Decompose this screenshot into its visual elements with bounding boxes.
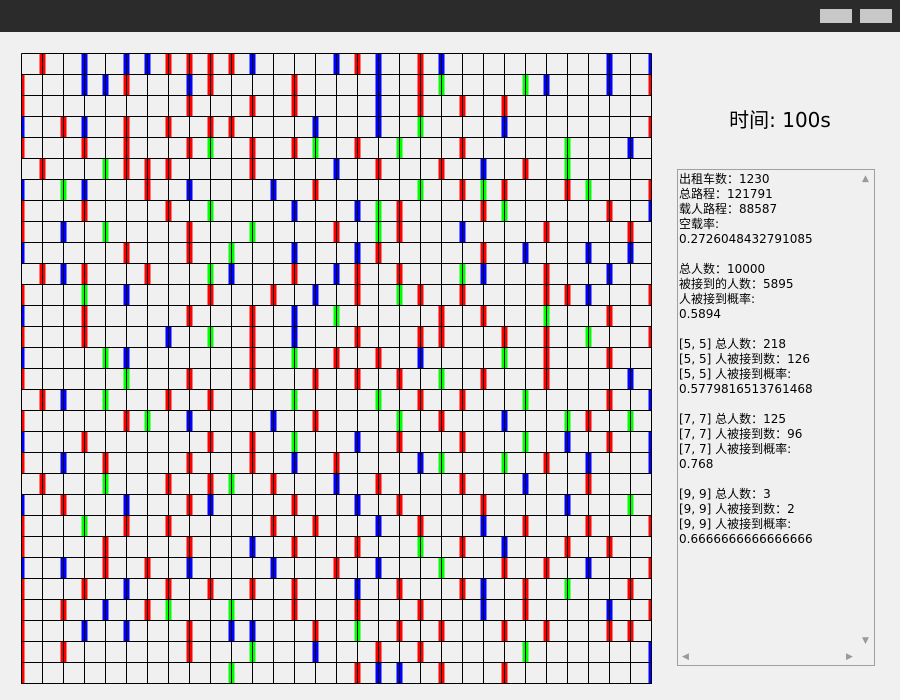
stats-textbox[interactable]: 出租车数：1230 总路程：121791 载人路程：88587 空载率: 0.27260…	[677, 169, 875, 666]
stats-line: 0.6666666666666666	[679, 532, 813, 546]
taxi-mark	[21, 620, 25, 642]
scroll-left-icon[interactable]: ◀	[682, 652, 689, 662]
stats-line: 出租车数：1230	[679, 172, 770, 186]
stats-line	[679, 397, 857, 412]
stats-line: [9, 9] 总人数：3	[679, 487, 771, 501]
taxi-mark	[21, 557, 25, 579]
stats-line: 0.768	[679, 457, 714, 471]
taxi-mark	[648, 284, 652, 306]
taxi-mark	[21, 347, 25, 369]
city-grid	[21, 53, 652, 684]
taxi-mark	[648, 74, 652, 96]
taxi-mark	[21, 515, 25, 537]
taxi-mark	[21, 452, 25, 474]
taxi-mark	[21, 326, 25, 348]
taxi-mark	[21, 410, 25, 432]
stats-line: [9, 9] 人被接到数：2	[679, 502, 795, 516]
title-bar	[0, 0, 900, 32]
taxi-mark	[648, 452, 652, 474]
stats-line: [5, 5] 人被接到数：126	[679, 352, 810, 366]
horizontal-scrollbar[interactable]: ◀ ▶	[678, 648, 858, 665]
stats-line	[679, 472, 857, 487]
stats-line: [7, 7] 人被接到数：96	[679, 427, 803, 441]
taxi-mark	[21, 641, 25, 663]
stats-content: 出租车数：1230 总路程：121791 载人路程：88587 空载率: 0.27260…	[679, 172, 857, 547]
stats-line	[679, 322, 857, 337]
taxi-mark	[21, 599, 25, 621]
vertical-scrollbar[interactable]: ▲ ▼	[857, 170, 874, 650]
taxi-mark	[648, 200, 652, 222]
taxi-mark	[648, 431, 652, 453]
stats-line: 总人数：10000	[679, 262, 766, 276]
scroll-right-icon[interactable]: ▶	[846, 652, 853, 662]
taxi-mark	[21, 95, 25, 117]
taxi-mark	[21, 116, 25, 138]
taxi-mark	[21, 221, 25, 243]
taxi-mark	[21, 536, 25, 558]
stats-line: 0.5779816513761468	[679, 382, 813, 396]
stats-line: 0.2726048432791085	[679, 232, 813, 246]
stats-line: 0.5894	[679, 307, 721, 321]
taxi-mark	[648, 179, 652, 201]
taxi-mark	[21, 200, 25, 222]
stats-line: [7, 7] 总人数：125	[679, 412, 786, 426]
stats-line: [9, 9] 人被接到概率:	[679, 517, 792, 531]
taxi-mark	[21, 368, 25, 390]
stats-line: [5, 5] 总人数：218	[679, 337, 786, 351]
scroll-up-icon[interactable]: ▲	[862, 174, 869, 184]
stats-line: 空载率:	[679, 217, 720, 231]
stats-line: 被接到的人数：5895	[679, 277, 794, 291]
taxi-mark	[648, 641, 652, 663]
stats-line	[679, 247, 857, 262]
taxi-mark	[21, 662, 25, 684]
stats-line: [5, 5] 人被接到概率:	[679, 367, 792, 381]
taxi-mark	[21, 494, 25, 516]
stats-line: [7, 7] 人被接到概率:	[679, 442, 792, 456]
taxi-mark	[21, 431, 25, 453]
taxi-mark	[21, 578, 25, 600]
taxi-mark	[648, 53, 652, 75]
taxi-mark	[648, 116, 652, 138]
minimize-button[interactable]	[820, 9, 852, 23]
stats-line: 载人路程：88587	[679, 202, 778, 216]
taxi-mark	[21, 242, 25, 264]
taxi-mark	[21, 74, 25, 96]
taxi-mark	[21, 179, 25, 201]
time-label: 时间: 100s	[729, 108, 831, 132]
taxi-mark	[648, 599, 652, 621]
taxi-mark	[648, 662, 652, 684]
maximize-button[interactable]	[860, 9, 892, 23]
stats-line: 总路程：121791	[679, 187, 773, 201]
taxi-mark	[21, 305, 25, 327]
taxi-mark	[648, 557, 652, 579]
taxi-mark	[648, 389, 652, 411]
stats-line: 人被接到概率:	[679, 292, 756, 306]
taxi-mark	[21, 137, 25, 159]
taxi-mark	[648, 515, 652, 537]
scroll-down-icon[interactable]: ▼	[862, 636, 869, 646]
taxi-mark	[21, 284, 25, 306]
taxi-mark	[648, 326, 652, 348]
